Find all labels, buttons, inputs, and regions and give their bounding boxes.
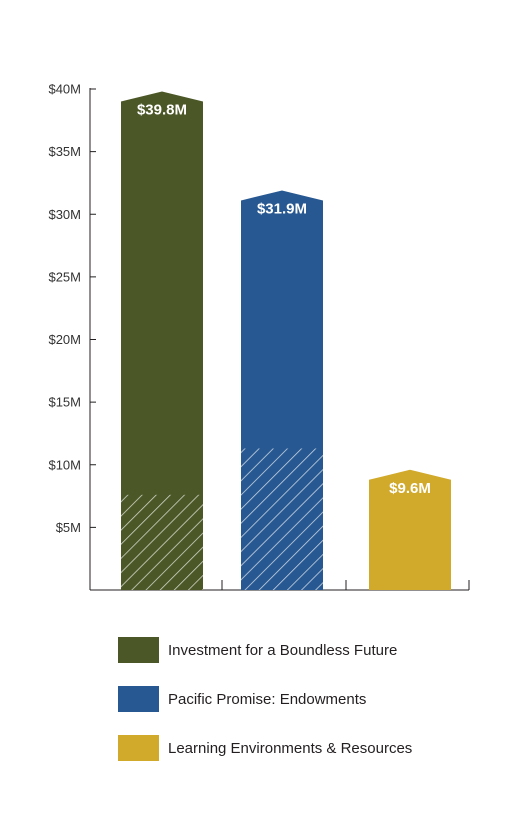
data-label: $39.8M — [137, 102, 187, 119]
bar — [369, 469, 451, 590]
y-tick-label: $25M — [48, 269, 81, 284]
data-label: $9.6M — [389, 480, 431, 497]
y-tick-label: $10M — [48, 457, 81, 472]
legend-swatch — [118, 637, 159, 663]
axis-group: $5M $10M $15M $20M $25M $30M $35M $40M — [48, 82, 470, 591]
legend-swatch — [118, 686, 159, 712]
y-tick-label: $35M — [48, 144, 81, 159]
legend-item: Pacific Promise: Endowments — [118, 686, 412, 712]
y-tick-label: $15M — [48, 395, 81, 410]
legend-label: Investment for a Boundless Future — [168, 641, 398, 659]
bar-hatch — [241, 448, 323, 590]
legend-item: Investment for a Boundless Future — [118, 637, 412, 663]
y-tick-label: $40M — [48, 82, 81, 97]
bar — [121, 91, 203, 590]
legend-item: Learning Environments & Resources — [118, 735, 412, 761]
legend-label: Pacific Promise: Endowments — [168, 690, 367, 708]
y-tick-label: $30M — [48, 207, 81, 222]
data-label: $31.9M — [257, 200, 307, 217]
legend-label: Learning Environments & Resources — [168, 739, 413, 757]
bar-group: $39.8M $31.9M $9.6M — [121, 91, 451, 590]
legend-swatch — [118, 735, 159, 761]
y-tick-label: $20M — [48, 332, 81, 347]
bar-hatch — [121, 494, 203, 590]
bar-chart: $5M$10M$15M$20M$25M$30M$35M$40M $39.8M$3… — [48, 82, 470, 591]
legend: Investment for a Boundless Future Pacifi… — [118, 637, 412, 784]
y-tick-label: $5M — [56, 520, 81, 535]
